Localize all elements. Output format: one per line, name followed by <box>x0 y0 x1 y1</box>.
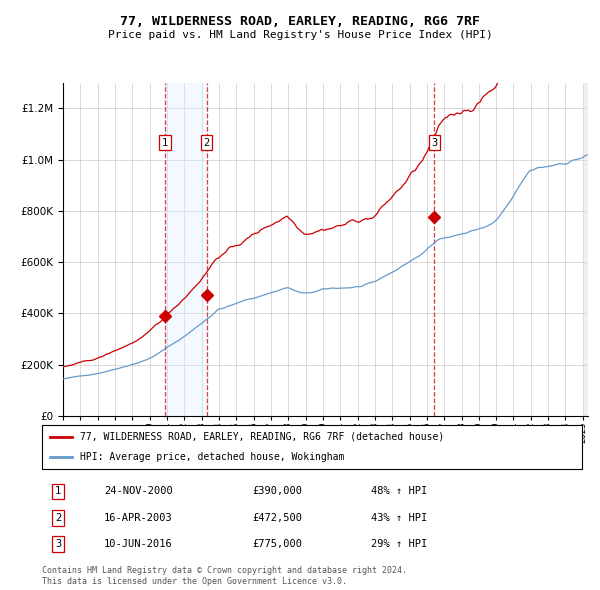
Text: This data is licensed under the Open Government Licence v3.0.: This data is licensed under the Open Gov… <box>42 577 347 586</box>
Bar <box>583 83 590 416</box>
Text: £472,500: £472,500 <box>253 513 302 523</box>
Text: 24-NOV-2000: 24-NOV-2000 <box>104 486 173 496</box>
Text: 77, WILDERNESS ROAD, EARLEY, READING, RG6 7RF (detached house): 77, WILDERNESS ROAD, EARLEY, READING, RG… <box>80 432 444 442</box>
Text: Price paid vs. HM Land Registry's House Price Index (HPI): Price paid vs. HM Land Registry's House … <box>107 30 493 40</box>
Text: 1: 1 <box>55 486 61 496</box>
Text: Contains HM Land Registry data © Crown copyright and database right 2024.: Contains HM Land Registry data © Crown c… <box>42 566 407 575</box>
Text: 29% ↑ HPI: 29% ↑ HPI <box>371 539 428 549</box>
Text: 2: 2 <box>55 513 61 523</box>
Text: 43% ↑ HPI: 43% ↑ HPI <box>371 513 428 523</box>
Bar <box>165 83 206 416</box>
Text: 48% ↑ HPI: 48% ↑ HPI <box>371 486 428 496</box>
Text: 3: 3 <box>55 539 61 549</box>
Text: 1: 1 <box>162 137 169 148</box>
Text: 2: 2 <box>203 137 210 148</box>
Text: £775,000: £775,000 <box>253 539 302 549</box>
Text: 3: 3 <box>431 137 437 148</box>
Text: 16-APR-2003: 16-APR-2003 <box>104 513 173 523</box>
Text: HPI: Average price, detached house, Wokingham: HPI: Average price, detached house, Woki… <box>80 452 344 462</box>
FancyBboxPatch shape <box>42 425 582 469</box>
Text: £390,000: £390,000 <box>253 486 302 496</box>
Text: 77, WILDERNESS ROAD, EARLEY, READING, RG6 7RF: 77, WILDERNESS ROAD, EARLEY, READING, RG… <box>120 15 480 28</box>
Text: 10-JUN-2016: 10-JUN-2016 <box>104 539 173 549</box>
